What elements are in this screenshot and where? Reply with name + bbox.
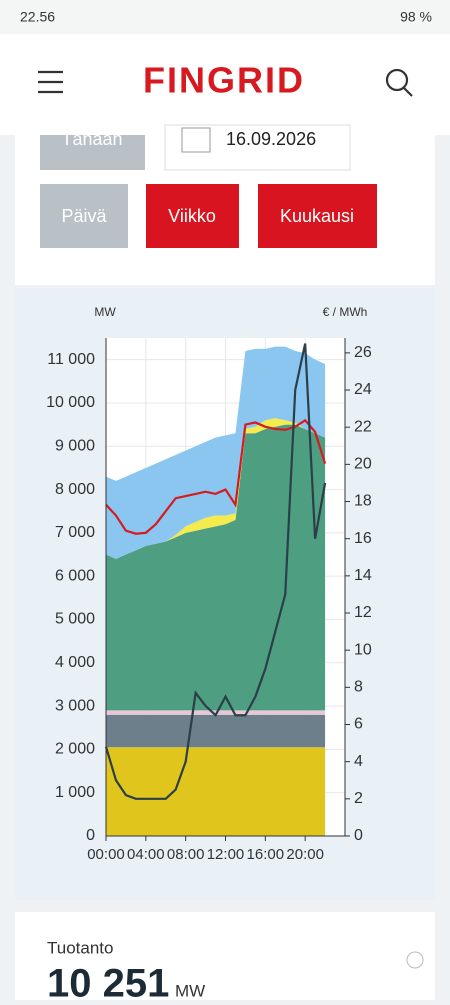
date-label: 16.09.2026 xyxy=(226,129,316,149)
range-button[interactable] xyxy=(146,184,239,248)
x-tick-label: 20:00 xyxy=(286,846,324,863)
y2-tick-label: 26 xyxy=(354,344,372,361)
x-tick-label: 00:00 xyxy=(87,846,125,863)
status-bar xyxy=(0,0,450,34)
search-icon[interactable] xyxy=(385,68,413,97)
today-button[interactable] xyxy=(40,135,145,170)
summary-unit: MW xyxy=(175,981,205,1000)
status-time: 22.56 xyxy=(20,9,55,25)
area xyxy=(106,747,326,836)
y-tick-label: 9 000 xyxy=(55,437,95,454)
summary-label: Tuotanto xyxy=(47,938,113,957)
area xyxy=(106,424,326,711)
range-label: Päivä xyxy=(61,206,107,226)
y2-tick-label: 24 xyxy=(354,381,372,398)
line xyxy=(104,343,327,800)
y-tick-label: 0 xyxy=(86,827,95,844)
range-button[interactable] xyxy=(40,184,128,248)
status-battery: 98 % xyxy=(400,9,432,25)
line xyxy=(105,418,327,535)
logo[interactable]: FINGRID xyxy=(143,60,305,101)
area xyxy=(106,714,326,748)
y2-tick-label: 16 xyxy=(354,530,372,547)
y2-tick-label: 14 xyxy=(354,567,372,584)
x-tick-label: 12:00 xyxy=(207,846,245,863)
y-tick-label: 7 000 xyxy=(55,524,95,541)
range-label: Viikko xyxy=(168,206,216,226)
summary-card xyxy=(15,912,435,1000)
summary-value: 10 251 xyxy=(47,962,169,1000)
y-tick-label: 1 000 xyxy=(55,784,95,801)
y-tick-label: 8 000 xyxy=(55,481,95,498)
y2-tick-label: 4 xyxy=(354,753,363,770)
today-label: Tänään xyxy=(61,129,122,149)
calendar-icon xyxy=(181,127,211,153)
y-tick-label: 3 000 xyxy=(55,697,95,714)
y2-tick-label: 8 xyxy=(354,679,363,696)
x-tick-label: 04:00 xyxy=(127,846,165,863)
y-tick-label: 4 000 xyxy=(55,654,95,671)
range-button[interactable] xyxy=(258,184,377,248)
info-icon[interactable] xyxy=(406,951,424,969)
y2-tick-label: 0 xyxy=(354,827,363,844)
y2-tick-label: 20 xyxy=(354,456,372,473)
y-tick-label: 2 000 xyxy=(55,741,95,758)
y2-tick-label: 12 xyxy=(354,604,372,621)
header xyxy=(0,34,450,135)
y2-axis-label: € / MWh xyxy=(323,305,368,319)
y2-tick-label: 10 xyxy=(354,641,372,658)
y2-tick-label: 18 xyxy=(354,493,372,510)
x-tick-label: 08:00 xyxy=(167,846,205,863)
y-axis-label: MW xyxy=(94,305,116,319)
range-label: Kuukausi xyxy=(280,206,354,226)
x-tick-label: 16:00 xyxy=(247,846,285,863)
menu-icon[interactable] xyxy=(38,70,63,94)
y-tick-label: 5 000 xyxy=(55,611,95,628)
y2-tick-label: 22 xyxy=(354,418,372,435)
y2-tick-label: 2 xyxy=(354,790,363,807)
y-tick-label: 11 000 xyxy=(47,351,95,368)
y2-tick-label: 6 xyxy=(354,716,363,733)
y-tick-label: 6 000 xyxy=(55,567,95,584)
y-tick-label: 10 000 xyxy=(46,394,95,411)
area xyxy=(106,346,326,559)
area xyxy=(106,710,326,715)
